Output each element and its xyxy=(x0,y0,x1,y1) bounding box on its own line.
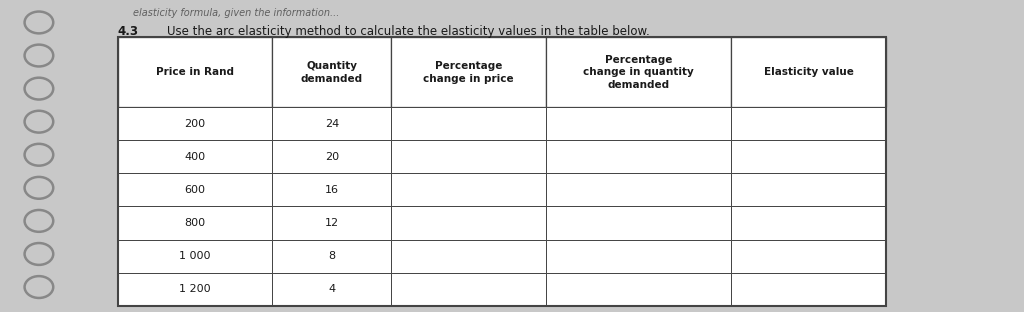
Text: 4.3: 4.3 xyxy=(118,25,139,38)
Text: 200: 200 xyxy=(184,119,206,129)
Text: 4: 4 xyxy=(329,284,336,294)
Text: elasticity formula, given the information...: elasticity formula, given the informatio… xyxy=(133,8,340,18)
Text: 400: 400 xyxy=(184,152,206,162)
Text: 12: 12 xyxy=(325,218,339,228)
Text: Elasticity value: Elasticity value xyxy=(764,67,853,77)
Text: 20: 20 xyxy=(325,152,339,162)
Text: 1 000: 1 000 xyxy=(179,251,211,261)
Text: Percentage
change in quantity
demanded: Percentage change in quantity demanded xyxy=(584,55,694,90)
Text: 16: 16 xyxy=(325,185,339,195)
Text: Use the arc elasticity method to calculate the elasticity values in the table be: Use the arc elasticity method to calcula… xyxy=(167,25,649,38)
Text: Quantity
demanded: Quantity demanded xyxy=(301,61,362,84)
Text: 1 200: 1 200 xyxy=(179,284,211,294)
Text: 800: 800 xyxy=(184,218,206,228)
Text: Price in Rand: Price in Rand xyxy=(156,67,234,77)
Text: 600: 600 xyxy=(184,185,206,195)
Text: 8: 8 xyxy=(329,251,336,261)
Text: 24: 24 xyxy=(325,119,339,129)
Text: Percentage
change in price: Percentage change in price xyxy=(423,61,514,84)
